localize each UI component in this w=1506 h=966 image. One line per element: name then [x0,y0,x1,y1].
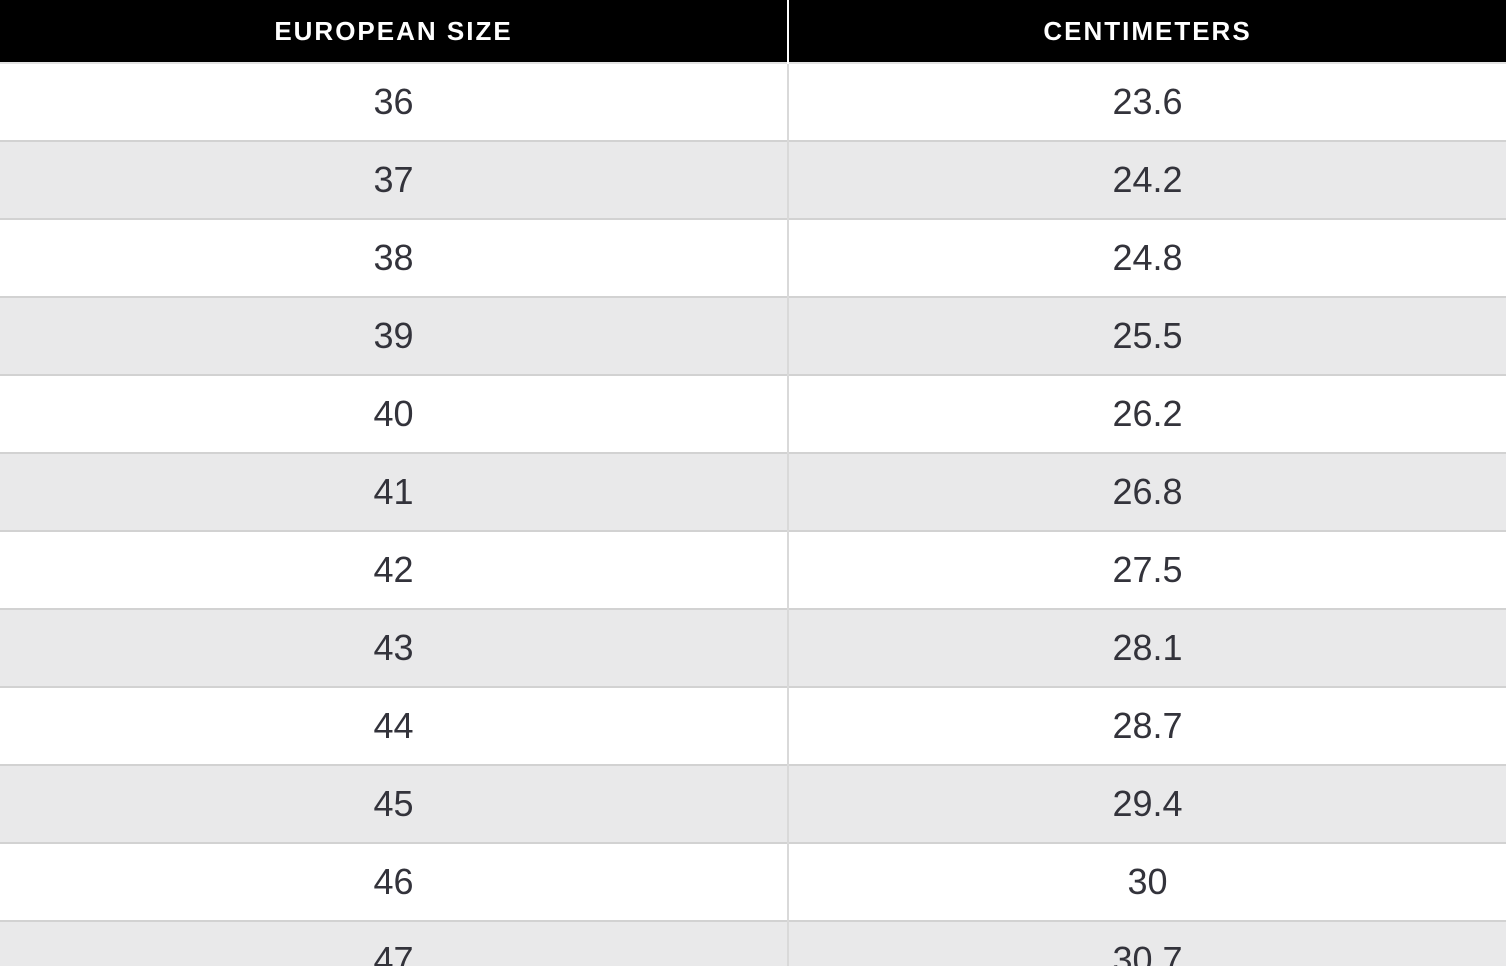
table-row: 46 30 [0,843,1506,921]
eu-size-cell: 44 [0,687,789,765]
cm-cell: 30 [1127,861,1168,902]
cm-cell: 24.8 [1112,237,1183,278]
cm-cell: 23.6 [1112,81,1183,122]
eu-size-cell: 36 [0,63,789,141]
cm-cell: 28.1 [1112,627,1183,668]
eu-size-cell: 42 [0,531,789,609]
cm-cell: 29.4 [1112,783,1183,824]
cm-cell: 26.8 [1112,471,1183,512]
eu-size-cell: 39 [0,297,789,375]
eu-size-cell: 38 [0,219,789,297]
table-row: 40 26.2 [0,375,1506,453]
cm-cell: 27.5 [1112,549,1183,590]
eu-size-cell: 37 [0,141,789,219]
table-row: 36 23.6 [0,63,1506,141]
eu-size-cell: 47 [0,921,789,966]
table-row: 44 28.7 [0,687,1506,765]
table-row: 43 28.1 [0,609,1506,687]
eu-size-cell: 46 [0,843,789,921]
cm-cell: 30.7 [1112,939,1183,966]
eu-size-cell: 45 [0,765,789,843]
table-row: 38 24.8 [0,219,1506,297]
table-header-row: EUROPEAN SIZE CENTIMETERS [0,0,1506,63]
cm-cell: 26.2 [1112,393,1183,434]
table-row: 37 24.2 [0,141,1506,219]
table-row: 47 30.7 [0,921,1506,966]
eu-size-cell: 43 [0,609,789,687]
col-header-european-size: EUROPEAN SIZE [0,0,789,63]
eu-size-cell: 40 [0,375,789,453]
table-row: 45 29.4 [0,765,1506,843]
cm-cell: 28.7 [1112,705,1183,746]
table-row: 41 26.8 [0,453,1506,531]
col-header-centimeters: CENTIMETERS [788,0,1506,63]
eu-size-cell: 41 [0,453,789,531]
table-row: 42 27.5 [0,531,1506,609]
cm-cell: 25.5 [1112,315,1183,356]
table-row: 39 25.5 [0,297,1506,375]
cm-cell: 24.2 [1112,159,1183,200]
